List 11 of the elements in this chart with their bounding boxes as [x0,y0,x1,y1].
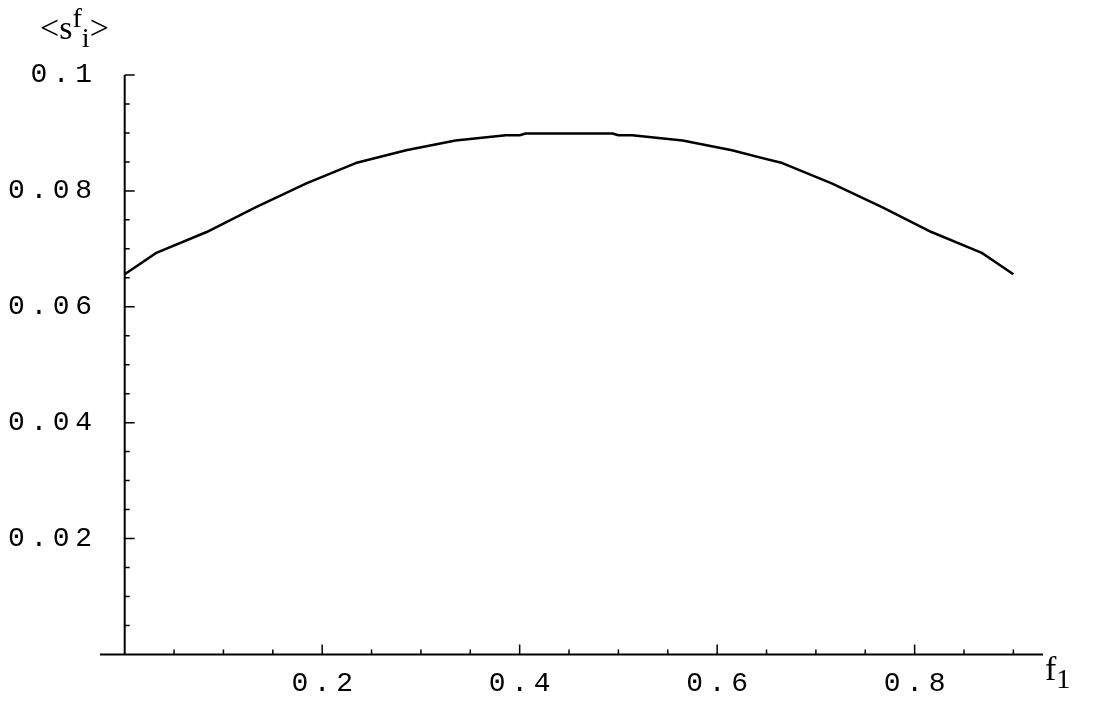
x-tick-label: 0 . 4 [488,667,551,699]
x-tick-label: 0 . 2 [291,667,353,699]
x-tick-label: 0 . 8 [883,667,946,699]
x-axis-title: f$_{1}$ [1045,650,1071,695]
y-tick-label: 0 . 0 4 [8,407,93,439]
y-tick-label: 0 . 0 6 [8,291,93,323]
y-axis-title: <s$^{f}$$_{i}$> [40,2,109,55]
y-tick-label: 0 . 1 [30,59,93,91]
y-tick-label: 0 . 0 2 [8,522,93,554]
y-tick-label: 0 . 0 8 [8,175,93,207]
x-tick-label: 0 . 6 [686,667,748,699]
